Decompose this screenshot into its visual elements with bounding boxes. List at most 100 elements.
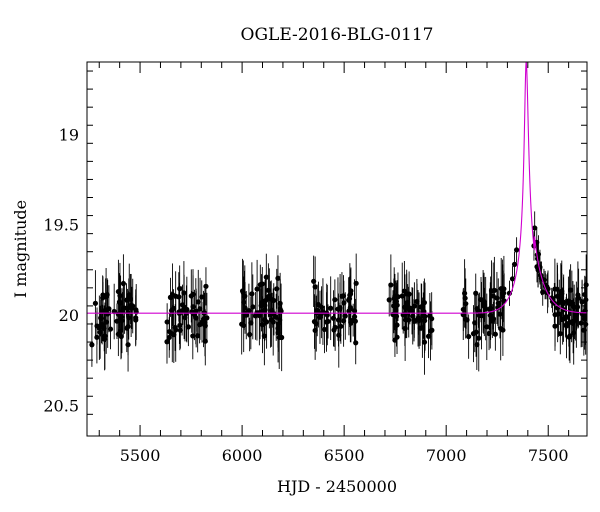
data-point xyxy=(348,288,354,294)
data-point xyxy=(263,319,270,325)
data-point xyxy=(386,297,392,303)
data-point xyxy=(511,261,518,267)
data-point xyxy=(100,295,106,301)
data-point xyxy=(488,305,494,311)
data-point xyxy=(127,296,133,302)
data-point xyxy=(582,291,588,298)
data-point xyxy=(402,304,408,310)
data-point xyxy=(190,333,196,339)
data-points-layer xyxy=(89,211,589,375)
data-point xyxy=(133,309,139,315)
data-point xyxy=(555,311,562,317)
data-point xyxy=(190,304,196,310)
data-point xyxy=(393,298,400,305)
data-point xyxy=(484,324,490,330)
data-point xyxy=(328,305,334,311)
x-tick-label: 6000 xyxy=(222,446,263,465)
data-point xyxy=(259,322,266,328)
data-point xyxy=(581,327,587,333)
data-point xyxy=(569,299,575,306)
data-point xyxy=(311,319,318,325)
data-point xyxy=(270,319,276,325)
y-axis-ticks: 19 19.5 20 20.5 xyxy=(43,70,587,415)
data-point xyxy=(312,327,318,334)
data-point xyxy=(181,304,187,310)
data-point xyxy=(335,306,341,312)
data-point xyxy=(513,247,520,253)
data-point xyxy=(197,322,203,328)
y-tick-label: 19.5 xyxy=(43,216,79,235)
data-point xyxy=(427,312,433,319)
data-point xyxy=(571,318,577,324)
data-point xyxy=(250,304,256,310)
data-point xyxy=(490,316,497,322)
data-point xyxy=(274,286,280,292)
data-point xyxy=(278,308,284,314)
x-axis-ticks: 5500 6000 6500 7000 7500 xyxy=(98,62,570,465)
data-point xyxy=(341,300,347,306)
data-point xyxy=(126,292,132,298)
model-curve xyxy=(87,61,588,314)
data-point xyxy=(406,317,412,323)
x-axis-label: HJD - 2450000 xyxy=(277,477,397,496)
data-point xyxy=(353,280,359,286)
data-point xyxy=(336,332,342,338)
data-point xyxy=(247,331,253,338)
data-point xyxy=(246,307,252,314)
data-point xyxy=(462,295,468,301)
data-point xyxy=(94,323,100,329)
y-axis-label: I magnitude xyxy=(11,200,30,298)
data-point xyxy=(185,324,191,330)
data-point xyxy=(117,300,124,306)
data-point xyxy=(563,322,569,328)
y-tick-label: 19 xyxy=(59,125,79,144)
data-point xyxy=(248,320,254,326)
data-point xyxy=(169,292,176,298)
y-tick-label: 20 xyxy=(59,306,79,325)
data-point xyxy=(275,321,281,327)
data-point xyxy=(125,342,131,348)
x-tick-label: 5500 xyxy=(120,446,161,465)
data-point xyxy=(265,287,271,293)
data-point xyxy=(107,326,114,332)
data-point xyxy=(89,342,95,348)
data-point xyxy=(195,299,201,305)
data-point xyxy=(463,301,469,307)
data-point xyxy=(481,302,488,308)
data-point xyxy=(133,315,139,321)
plot-frame xyxy=(86,61,588,437)
data-point xyxy=(193,315,199,321)
data-point xyxy=(347,306,353,312)
data-point xyxy=(498,286,504,292)
data-point xyxy=(476,312,483,319)
data-point xyxy=(498,325,504,332)
data-point xyxy=(331,327,337,333)
x-tick-label: 7500 xyxy=(528,446,569,465)
data-point xyxy=(117,292,123,299)
data-point xyxy=(470,331,477,337)
data-point xyxy=(557,331,563,337)
data-point xyxy=(509,276,516,282)
data-point xyxy=(260,308,266,314)
data-point xyxy=(203,283,209,289)
data-point xyxy=(177,327,183,333)
data-point xyxy=(317,314,323,320)
data-point xyxy=(262,297,269,304)
data-point xyxy=(495,300,501,306)
data-point xyxy=(494,295,500,301)
data-point xyxy=(176,294,182,300)
x-tick-label: 6500 xyxy=(324,446,365,465)
data-point xyxy=(348,320,354,326)
data-point xyxy=(419,304,425,310)
data-point xyxy=(414,298,420,304)
data-point xyxy=(124,325,130,331)
data-point xyxy=(462,290,468,296)
data-point xyxy=(409,308,415,314)
data-point xyxy=(421,339,428,345)
data-point xyxy=(279,334,285,341)
data-point xyxy=(271,297,277,304)
data-point xyxy=(578,320,584,326)
data-point xyxy=(92,300,99,306)
data-point xyxy=(164,339,170,345)
data-point xyxy=(474,342,480,348)
